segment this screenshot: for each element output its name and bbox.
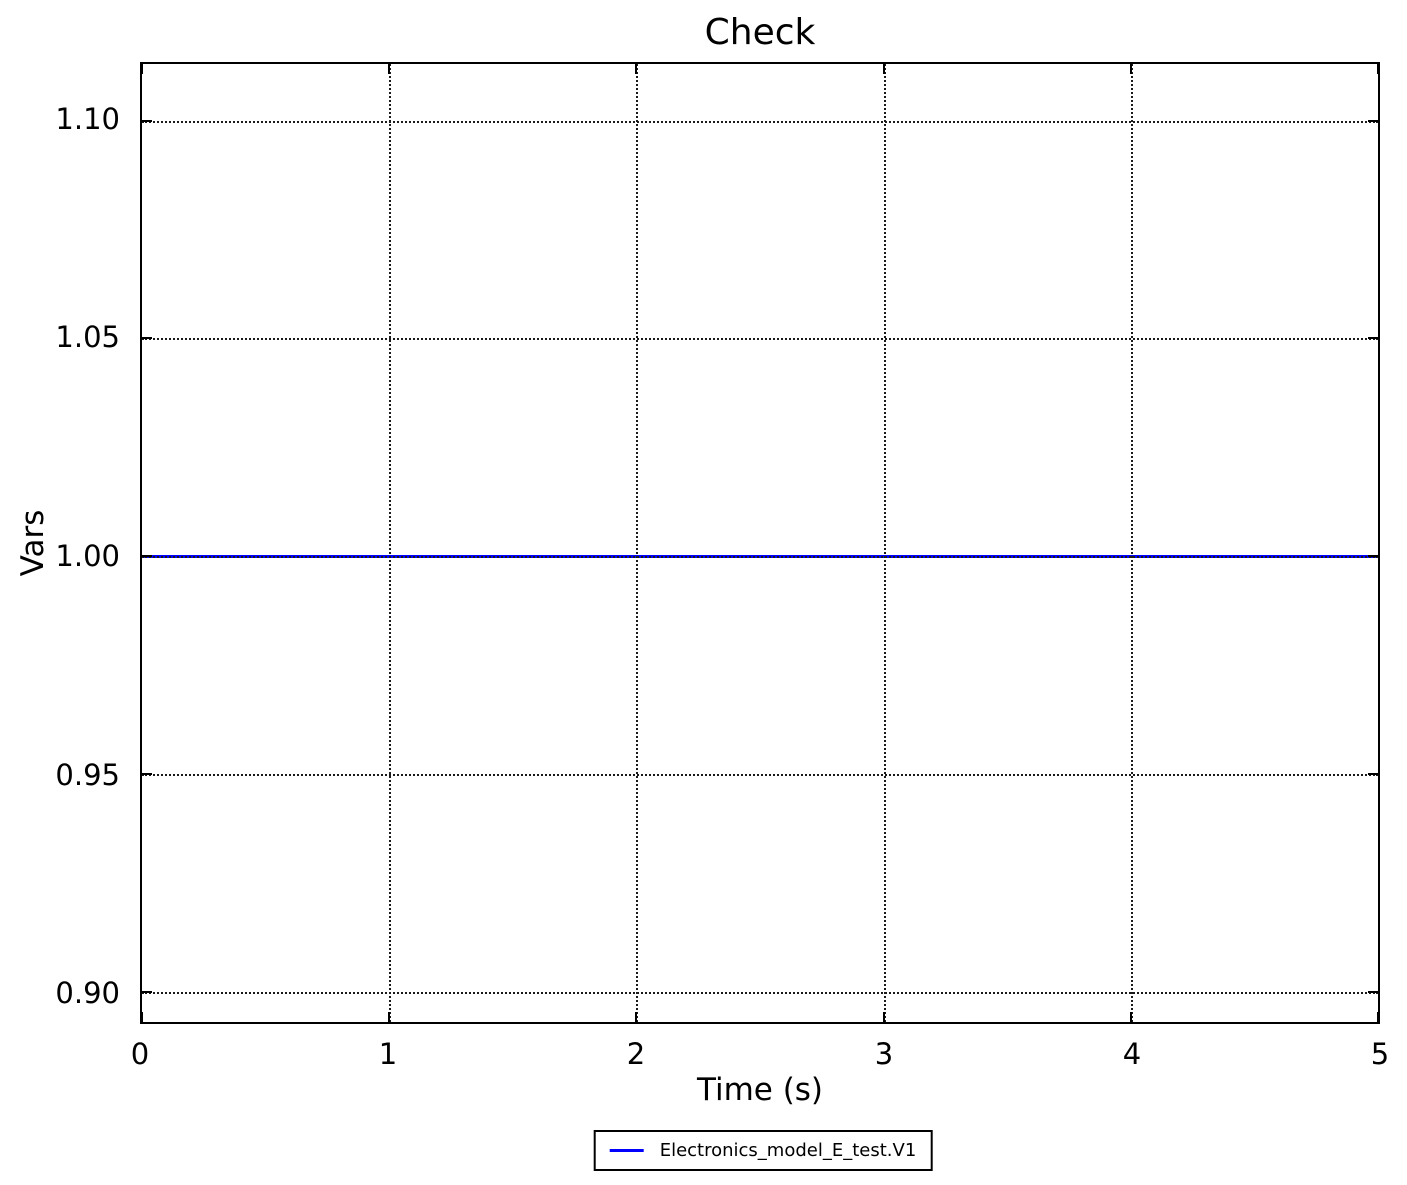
legend: Electronics_model_E_test.V1 — [593, 1130, 933, 1171]
x-tick-mark — [1129, 1012, 1132, 1022]
x-tick-mark — [388, 1012, 391, 1022]
gridline-vertical — [389, 64, 392, 1022]
legend-line-sample — [609, 1149, 644, 1152]
x-tick-mark — [141, 64, 143, 74]
x-tick-mark — [1377, 1012, 1379, 1022]
x-tick-mark — [388, 64, 391, 74]
gridline-horizontal — [142, 556, 1378, 559]
gridline-vertical — [883, 64, 886, 1022]
y-tick-labels: 0.90 0.95 1.00 1.05 1.10 — [0, 62, 128, 1024]
x-tick-mark — [882, 64, 885, 74]
y-tick-mark — [1368, 119, 1378, 122]
x-tick-label: 4 — [1122, 1037, 1142, 1071]
y-tick-mark — [1368, 772, 1378, 775]
y-tick-mark — [142, 119, 152, 122]
x-tick-label: 0 — [130, 1037, 150, 1071]
y-tick-mark — [142, 555, 152, 558]
x-tick-mark — [635, 64, 638, 74]
x-tick-label: 3 — [874, 1037, 894, 1071]
x-tick-mark — [141, 1012, 143, 1022]
x-tick-mark — [635, 1012, 638, 1022]
gridline-horizontal — [142, 120, 1378, 123]
x-axis-label: Time (s) — [696, 1072, 824, 1108]
y-tick-mark — [142, 337, 152, 340]
y-tick-mark — [1368, 337, 1378, 340]
x-tick-labels: 0 1 2 3 4 5 — [131, 1037, 1389, 1071]
y-axis-label: Vars — [15, 509, 51, 577]
gridline-horizontal — [142, 991, 1378, 994]
legend-entry-label: Electronics_model_E_test.V1 — [659, 1140, 917, 1161]
gridline-vertical — [1130, 64, 1133, 1022]
gridline-vertical — [636, 64, 639, 1022]
plot-area — [140, 62, 1380, 1024]
y-tick-label: 1.05 — [55, 320, 120, 355]
x-tick-label: 5 — [1370, 1037, 1390, 1071]
y-tick-mark — [142, 772, 152, 775]
x-tick-label: 1 — [378, 1037, 398, 1071]
gridline-horizontal — [142, 338, 1378, 341]
x-tick-mark — [1377, 64, 1379, 74]
x-tick-mark — [882, 1012, 885, 1022]
y-tick-mark — [1368, 555, 1378, 558]
y-tick-label: 1.10 — [55, 101, 120, 136]
gridline-horizontal — [142, 773, 1378, 776]
y-tick-mark — [142, 990, 152, 993]
y-tick-label: 1.00 — [55, 539, 120, 574]
y-tick-mark — [1368, 990, 1378, 993]
y-tick-label: 0.90 — [55, 976, 120, 1011]
x-tick-label: 2 — [626, 1037, 646, 1071]
x-tick-mark — [1129, 64, 1132, 74]
chart-title: Check — [704, 12, 816, 53]
y-tick-label: 0.95 — [55, 757, 120, 792]
